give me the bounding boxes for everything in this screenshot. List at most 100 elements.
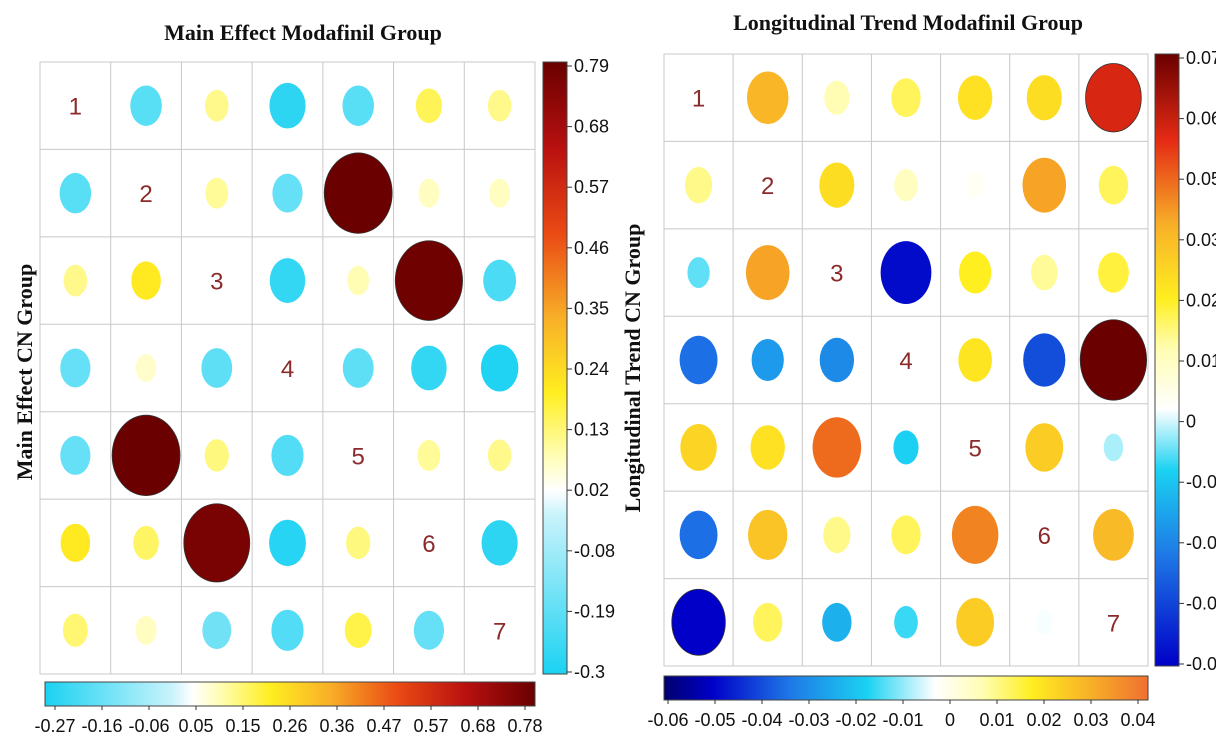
matrix-circle: [891, 515, 921, 555]
colorbar-tick-label: 0.01: [1186, 351, 1216, 371]
matrix-circle: [819, 162, 855, 208]
matrix-circle: [323, 152, 393, 234]
matrix-circle: [751, 338, 784, 382]
diagonal-label: 7: [493, 618, 506, 645]
matrix-circle: [679, 510, 718, 560]
matrix-circle: [344, 612, 372, 648]
matrix-circle: [880, 241, 932, 304]
panel-a-vertical-colorbar-ticks: 0.79 0.68 0.57 0.46 0.35 0.24 0.13 0.02 -0.08 -0.…: [567, 56, 615, 682]
panel-b-horizontal-colorbar-ticks: -0.06 -0.05 -0.04 -0.03 -0.02 -0.01 0 0.01 0.02 0…: [647, 700, 1156, 730]
colorbar-tick-label: -0.04: [741, 710, 782, 730]
diagonal-label: 1: [692, 86, 705, 113]
matrix-circle: [489, 178, 511, 208]
matrix-circle: [671, 588, 726, 656]
colorbar-tick-label: 0.68: [460, 716, 495, 736]
matrix-circle: [1022, 157, 1067, 213]
colorbar-tick-label: 0.24: [574, 359, 609, 379]
matrix-circle: [1025, 423, 1064, 472]
matrix-circle: [891, 78, 921, 118]
matrix-circle: [1035, 610, 1053, 635]
matrix-circle: [202, 611, 232, 650]
panel-a-title: Main Effect Modafinil Group: [164, 20, 442, 45]
matrix-circle: [746, 71, 789, 124]
matrix-circle: [60, 435, 91, 475]
colorbar-tick-label: 0.13: [574, 420, 609, 440]
colorbar-tick-label: -0.01: [882, 710, 923, 730]
colorbar-tick-label: 0.07: [1186, 48, 1216, 68]
colorbar-tick-label: 0.79: [574, 56, 609, 76]
panel-b-vertical-colorbar-ticks: 0.07 0.06 0.05 0.03 0.02 0.01 0 -0.02 -0.03 -0.04…: [1179, 48, 1216, 674]
matrix-circle: [893, 430, 919, 465]
matrix-circle: [753, 602, 783, 642]
matrix-circle: [684, 166, 713, 204]
matrix-circle: [957, 75, 993, 120]
matrix-circle: [487, 439, 512, 472]
diagonal-label: 6: [422, 531, 435, 558]
matrix-circle: [1103, 433, 1124, 462]
matrix-circle: [342, 85, 374, 126]
matrix-circle: [60, 523, 91, 563]
diagonal-label: 3: [210, 269, 223, 296]
colorbar-tick-label: -0.03: [1186, 533, 1216, 553]
matrix-circle: [966, 172, 985, 199]
matrix-circle: [894, 168, 918, 202]
matrix-circle: [418, 178, 440, 208]
diagonal-label: 3: [830, 261, 843, 288]
matrix-circle: [130, 85, 162, 126]
matrix-circle: [959, 251, 992, 294]
colorbar-tick-label: 0.57: [574, 177, 609, 197]
matrix-circle: [1093, 509, 1134, 561]
colorbar-tick-label: 0.06: [1186, 109, 1216, 129]
matrix-circle: [487, 89, 512, 122]
panel-b-vertical-colorbar: [1154, 53, 1180, 667]
colorbar-tick-label: 0: [945, 710, 955, 730]
matrix-circle: [135, 353, 157, 383]
matrix-circle: [111, 414, 181, 497]
colorbar-tick-label: -0.27: [34, 716, 75, 736]
matrix-circle: [1031, 254, 1058, 291]
matrix-circle: [822, 602, 852, 642]
matrix-circle: [1085, 63, 1142, 133]
matrix-circle: [346, 526, 371, 560]
matrix-circle: [204, 439, 229, 472]
matrix-circle: [679, 335, 718, 385]
matrix-frame: [39, 61, 536, 675]
matrix-circle: [60, 348, 91, 388]
panel-b-ylabel: Longitudinal Trend CN Group: [620, 224, 645, 513]
colorbar-tick-label: 0.05: [1186, 169, 1216, 189]
panel-main-effect: Main Effect Modafinil Group Main Effect …: [12, 20, 615, 736]
matrix-circle: [812, 417, 862, 478]
colorbar-tick-label: -0.03: [788, 710, 829, 730]
matrix-circle: [394, 240, 463, 321]
colorbar-tick-label: 0.68: [574, 117, 609, 137]
colorbar-tick-label: 0.02: [574, 480, 609, 500]
matrix-circle: [819, 337, 855, 383]
matrix-circle: [269, 519, 306, 566]
colorbar-tick-label: 0.03: [1073, 710, 1108, 730]
matrix-circle: [269, 82, 306, 129]
matrix-circle: [483, 259, 517, 302]
matrix-circle: [748, 509, 788, 560]
matrix-circle: [271, 434, 304, 477]
panel-a-vertical-colorbar: [542, 61, 568, 675]
matrix-circle: [59, 172, 92, 214]
matrix-circle: [347, 265, 370, 296]
matrix-circle: [417, 439, 441, 471]
colorbar-tick-label: 0.01: [979, 710, 1014, 730]
panel-b-matrix: 1 2 3 4 5 6 7: [663, 53, 1149, 667]
matrix-circle: [1023, 333, 1066, 387]
matrix-circle: [894, 606, 918, 639]
diagonal-label: 2: [139, 181, 152, 208]
colorbar-tick-label: -0.02: [835, 710, 876, 730]
matrix-circle: [131, 261, 161, 300]
matrix-circle: [201, 348, 233, 388]
matrix-circle: [1098, 252, 1129, 293]
colorbar-tick-label: 0.57: [413, 716, 448, 736]
matrix-circle: [958, 338, 992, 382]
colorbar-tick-label: -0.3: [574, 662, 605, 682]
matrix-circle: [63, 264, 88, 297]
panel-a-ylabel: Main Effect CN Group: [12, 264, 37, 481]
matrix-circle: [183, 503, 251, 583]
diagonal-label: 5: [352, 443, 365, 470]
